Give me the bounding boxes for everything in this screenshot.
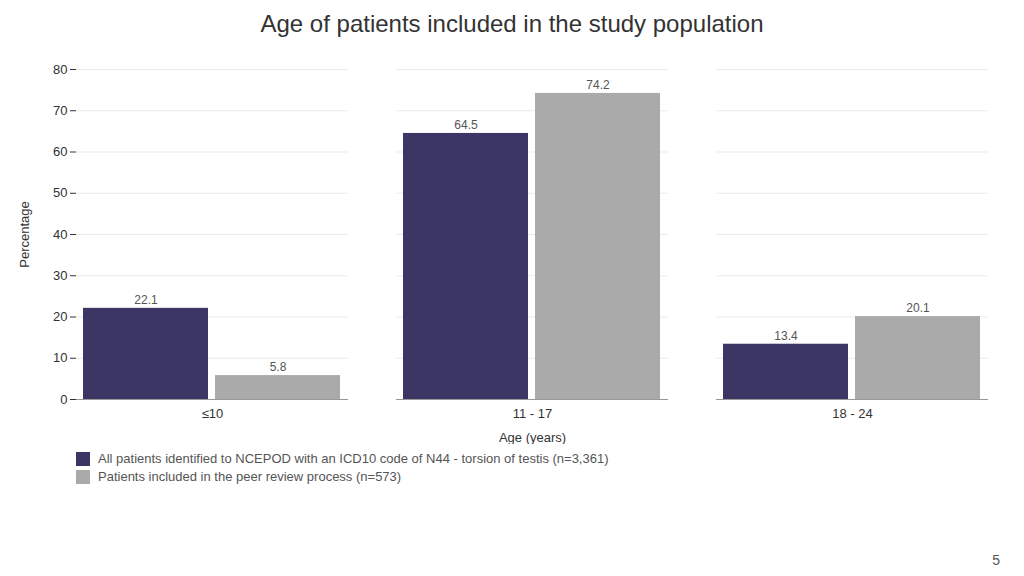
- svg-text:Percentage: Percentage: [17, 201, 32, 268]
- svg-text:22.1: 22.1: [134, 293, 158, 307]
- html-text:5: 5: [992, 552, 1000, 568]
- svg-text:60: 60: [53, 144, 67, 159]
- svg-text:20: 20: [53, 309, 67, 324]
- svg-text:64.5: 64.5: [454, 118, 478, 132]
- svg-text:30: 30: [53, 268, 67, 283]
- svg-text:18 - 24: 18 - 24: [832, 406, 872, 421]
- svg-text:74.2: 74.2: [586, 78, 610, 92]
- svg-text:50: 50: [53, 185, 67, 200]
- html-text:All patients identified to NCE: All patients identified to NCEPOD with a…: [98, 451, 609, 466]
- html-text:Age of patients included in th: Age of patients included in the study po…: [260, 10, 764, 37]
- svg-text:13.4: 13.4: [774, 329, 798, 343]
- svg-text:40: 40: [53, 227, 67, 242]
- svg-text:≤10: ≤10: [202, 406, 224, 421]
- svg-text:10: 10: [53, 350, 67, 365]
- svg-text:20.1: 20.1: [906, 301, 930, 315]
- svg-text:11 - 17: 11 - 17: [513, 406, 553, 421]
- svg-text:Age (years): Age (years): [499, 430, 566, 445]
- html-text:Patients included in the peer: Patients included in the peer review pro…: [98, 469, 402, 484]
- svg-text:5.8: 5.8: [270, 360, 287, 374]
- svg-text:0: 0: [60, 392, 67, 407]
- svg-text:80: 80: [53, 62, 67, 77]
- svg-text:70: 70: [53, 103, 67, 118]
